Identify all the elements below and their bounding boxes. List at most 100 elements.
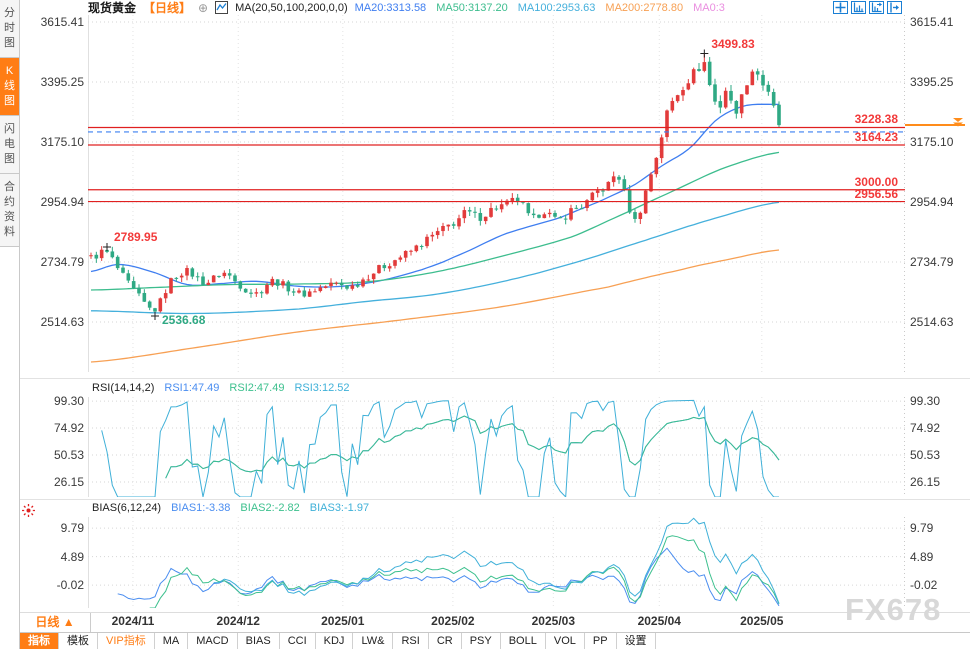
ma-value-label: MA50:3137.20 (436, 1, 508, 14)
main-axis-tick-right: 2514.63 (910, 315, 954, 330)
sidebar-chart-mode-item[interactable]: 闪电图 (0, 116, 19, 174)
bias-title: BIAS(6,12,24) (92, 502, 162, 514)
panel-separator (20, 499, 970, 500)
indicator-tab[interactable]: CR (429, 633, 462, 649)
rsi-value-label: RSI1:47.49 (164, 382, 220, 394)
sidebar-chart-mode-item[interactable]: 分时图 (0, 0, 19, 58)
watermark: FX678 (845, 592, 942, 627)
level-price-label: 3228.38 (854, 112, 898, 127)
bias-axis-tick-left: 4.89 (60, 549, 84, 564)
date-axis-label: 2025/05 (740, 614, 784, 628)
main-axis-tick-left: 3615.41 (40, 15, 84, 29)
period-selector[interactable]: 日线 ▲ (20, 613, 91, 632)
period-tag: 【日线】 (143, 1, 192, 15)
date-axis-label: 2025/04 (637, 614, 681, 628)
indicator-tab[interactable]: 模板 (59, 633, 98, 649)
axis-scale-right-icon[interactable] (869, 1, 884, 14)
rsi-axis-tick-left: 99.30 (53, 394, 84, 409)
rsi-axis-tick-left: 26.15 (53, 475, 84, 489)
alert-sun-icon (21, 503, 36, 523)
indicator-tab[interactable]: KDJ (316, 633, 354, 649)
indicator-tab[interactable]: LW& (353, 633, 394, 649)
panel-separator (20, 378, 970, 379)
rsi-axis-tick-left: 50.53 (53, 448, 84, 463)
main-axis-tick-right: 2734.79 (910, 255, 954, 270)
rsi-title: RSI(14,14,2) (92, 382, 155, 394)
date-axis-row: 日线 ▲ (20, 612, 970, 632)
crosshair-icon[interactable] (833, 1, 848, 14)
price-marker-label: 2536.68 (162, 313, 206, 328)
main-axis-tick-left: 3395.25 (40, 75, 84, 89)
level-price-label: 3164.23 (854, 129, 898, 144)
sidebar-chart-mode-item[interactable]: 合约资料 (0, 174, 19, 247)
price-marker-label: 2789.95 (114, 229, 158, 244)
add-icon[interactable]: ⊕ (198, 0, 209, 15)
indicator-tab[interactable]: VOL (546, 633, 585, 649)
date-axis-label: 2025/02 (431, 614, 475, 628)
ma-value-label: MA0:3 (693, 1, 725, 14)
sidebar-chart-mode-item[interactable]: K线图 (0, 58, 19, 116)
main-axis-tick-left: 2514.63 (40, 315, 84, 330)
indicator-tab[interactable]: 指标 (20, 633, 59, 649)
rsi-axis-tick-right: 99.30 (910, 394, 941, 409)
symbol-name: 现货黄金 (88, 1, 137, 15)
rsi-value-label: RSI3:12.52 (294, 382, 350, 394)
main-axis-tick-right: 3615.41 (910, 15, 954, 29)
indicator-tab[interactable]: BOLL (501, 633, 546, 649)
chart-header: 现货黄金 【日线】 ⊕ MA(20,50,100,200,0,0) MA20:3… (88, 0, 725, 16)
axis-scale-left-icon[interactable] (851, 1, 866, 14)
bias-axis-tick-right: -0.02 (910, 578, 938, 593)
indicator-chart-icon (215, 1, 229, 14)
current-price-marker-icon (950, 116, 966, 134)
main-axis-tick-left: 2954.94 (40, 195, 84, 210)
indicator-tab[interactable]: VIP指标 (98, 633, 155, 649)
bias-axis-tick-right: 9.79 (910, 521, 934, 536)
indicator-tab[interactable]: CCI (280, 633, 316, 649)
rsi-axis-tick-right: 50.53 (910, 448, 941, 463)
indicator-tab[interactable]: PSY (462, 633, 501, 649)
indicator-tab[interactable]: MACD (188, 633, 238, 649)
bias-axis-tick-left: -0.02 (56, 578, 84, 593)
main-axis-tick-right: 3175.10 (910, 135, 954, 149)
rsi-panel-chart[interactable] (88, 397, 905, 497)
date-axis-label: 2025/03 (531, 614, 576, 628)
price-marker-label: 3499.83 (711, 36, 755, 51)
main-axis-tick-left: 2734.79 (40, 255, 84, 270)
main-axis-tick-right: 3395.25 (910, 75, 954, 89)
ma-value-label: MA20:3313.58 (354, 1, 427, 14)
indicator-tab[interactable]: BIAS (238, 633, 280, 649)
level-price-label: 3000.00 (854, 174, 898, 189)
main-candlestick-chart[interactable] (88, 15, 905, 372)
indicator-tabbar: 指标 模板 VIP指标 MA MACD BIAS CCI KDJ LW& RSI CR PSY BOLL… (20, 632, 970, 649)
current-price-line (905, 124, 965, 127)
bias-panel-header: BIAS(6,12,24) BIAS1:-3.38 BIAS2:-2.82 BIAS… (92, 501, 369, 515)
rsi-panel-header: RSI(14,14,2) RSI1:47.49 RSI2:47.49 RSI3:12… (92, 381, 350, 395)
ma-settings-label: MA(20,50,100,200,0,0) (235, 1, 348, 14)
main-axis-tick-right: 2954.94 (910, 195, 954, 210)
rsi-value-label: RSI2:47.49 (229, 382, 285, 394)
ma-values: MA20:3313.58 MA50:3137.20 MA100:2953.63 MA2… (355, 2, 725, 14)
bias-panel-chart[interactable] (88, 517, 905, 608)
bias-value-label: BIAS2:-2.82 (240, 502, 300, 514)
indicator-tab[interactable]: 设置 (617, 633, 656, 649)
rsi-axis-tick-right: 26.15 (910, 475, 941, 489)
left-sidebar: 分时图 K线图 闪电图 合约资料 (0, 0, 20, 649)
rsi-values: RSI1:47.49 RSI2:47.49 RSI3:12.52 (164, 382, 349, 394)
level-price-label: 2956.56 (854, 186, 898, 201)
indicator-tab[interactable]: PP (585, 633, 617, 649)
ma-value-label: MA100:2953.63 (517, 1, 596, 14)
rsi-axis-tick-left: 74.92 (53, 421, 84, 436)
bias-values: BIAS1:-3.38 BIAS2:-2.82 BIAS3:-1.97 (171, 502, 369, 514)
bias-value-label: BIAS1:-3.38 (171, 502, 231, 514)
chart-toolbar (833, 1, 902, 14)
indicator-tab[interactable]: RSI (393, 633, 429, 649)
date-axis-label: 2024/11 (111, 614, 155, 628)
indicator-tab[interactable]: MA (155, 633, 189, 649)
rsi-axis-tick-right: 74.92 (910, 421, 941, 436)
date-axis-label: 2025/01 (321, 614, 365, 628)
bias-axis-tick-right: 4.89 (910, 549, 934, 564)
main-axis-tick-left: 3175.10 (40, 135, 84, 149)
shift-right-icon[interactable] (887, 1, 902, 14)
bias-value-label: BIAS3:-1.97 (309, 502, 370, 514)
